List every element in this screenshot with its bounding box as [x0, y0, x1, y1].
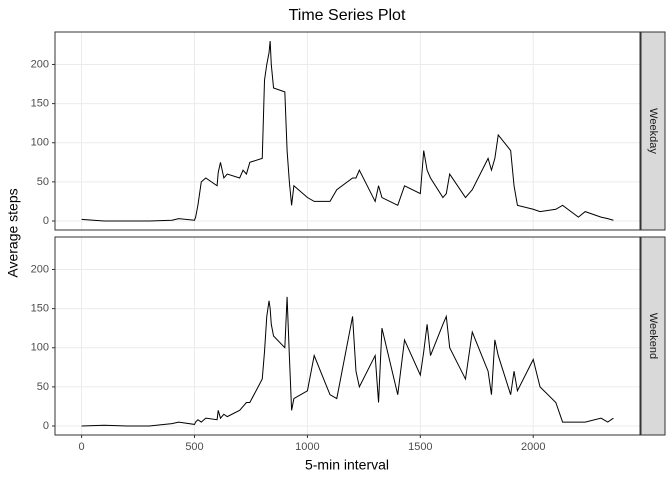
y-axis-title: Average steps: [5, 188, 21, 277]
x-tick-label: 1500: [408, 441, 432, 453]
panel-background: [55, 32, 640, 230]
strip-label: Weekday: [647, 108, 659, 154]
chart-title: Time Series Plot: [289, 7, 406, 24]
y-tick-label: 0: [43, 420, 49, 432]
y-tick-label: 50: [37, 176, 49, 188]
x-tick-label: 500: [185, 441, 203, 453]
panel-border: [54, 236, 641, 436]
panel-border: [54, 31, 641, 231]
y-tick-label: 100: [31, 342, 49, 354]
y-tick-label: 50: [37, 381, 49, 393]
panel-background: [55, 237, 640, 435]
x-axis-title: 5-min interval: [305, 457, 389, 473]
y-tick-label: 150: [31, 98, 49, 110]
strip-label: Weekend: [647, 313, 659, 359]
strip-background: [640, 31, 666, 231]
y-tick-label: 200: [31, 263, 49, 275]
series-line: [81, 40, 614, 222]
x-tick-label: 1000: [295, 441, 319, 453]
x-tick-label: 0: [79, 441, 85, 453]
x-tick-label: 2000: [521, 441, 545, 453]
series-line: [81, 296, 614, 427]
y-tick-label: 100: [31, 137, 49, 149]
y-tick-label: 200: [31, 58, 49, 70]
y-tick-label: 150: [31, 303, 49, 315]
y-tick-label: 0: [43, 215, 49, 227]
strip-background: [640, 236, 666, 436]
